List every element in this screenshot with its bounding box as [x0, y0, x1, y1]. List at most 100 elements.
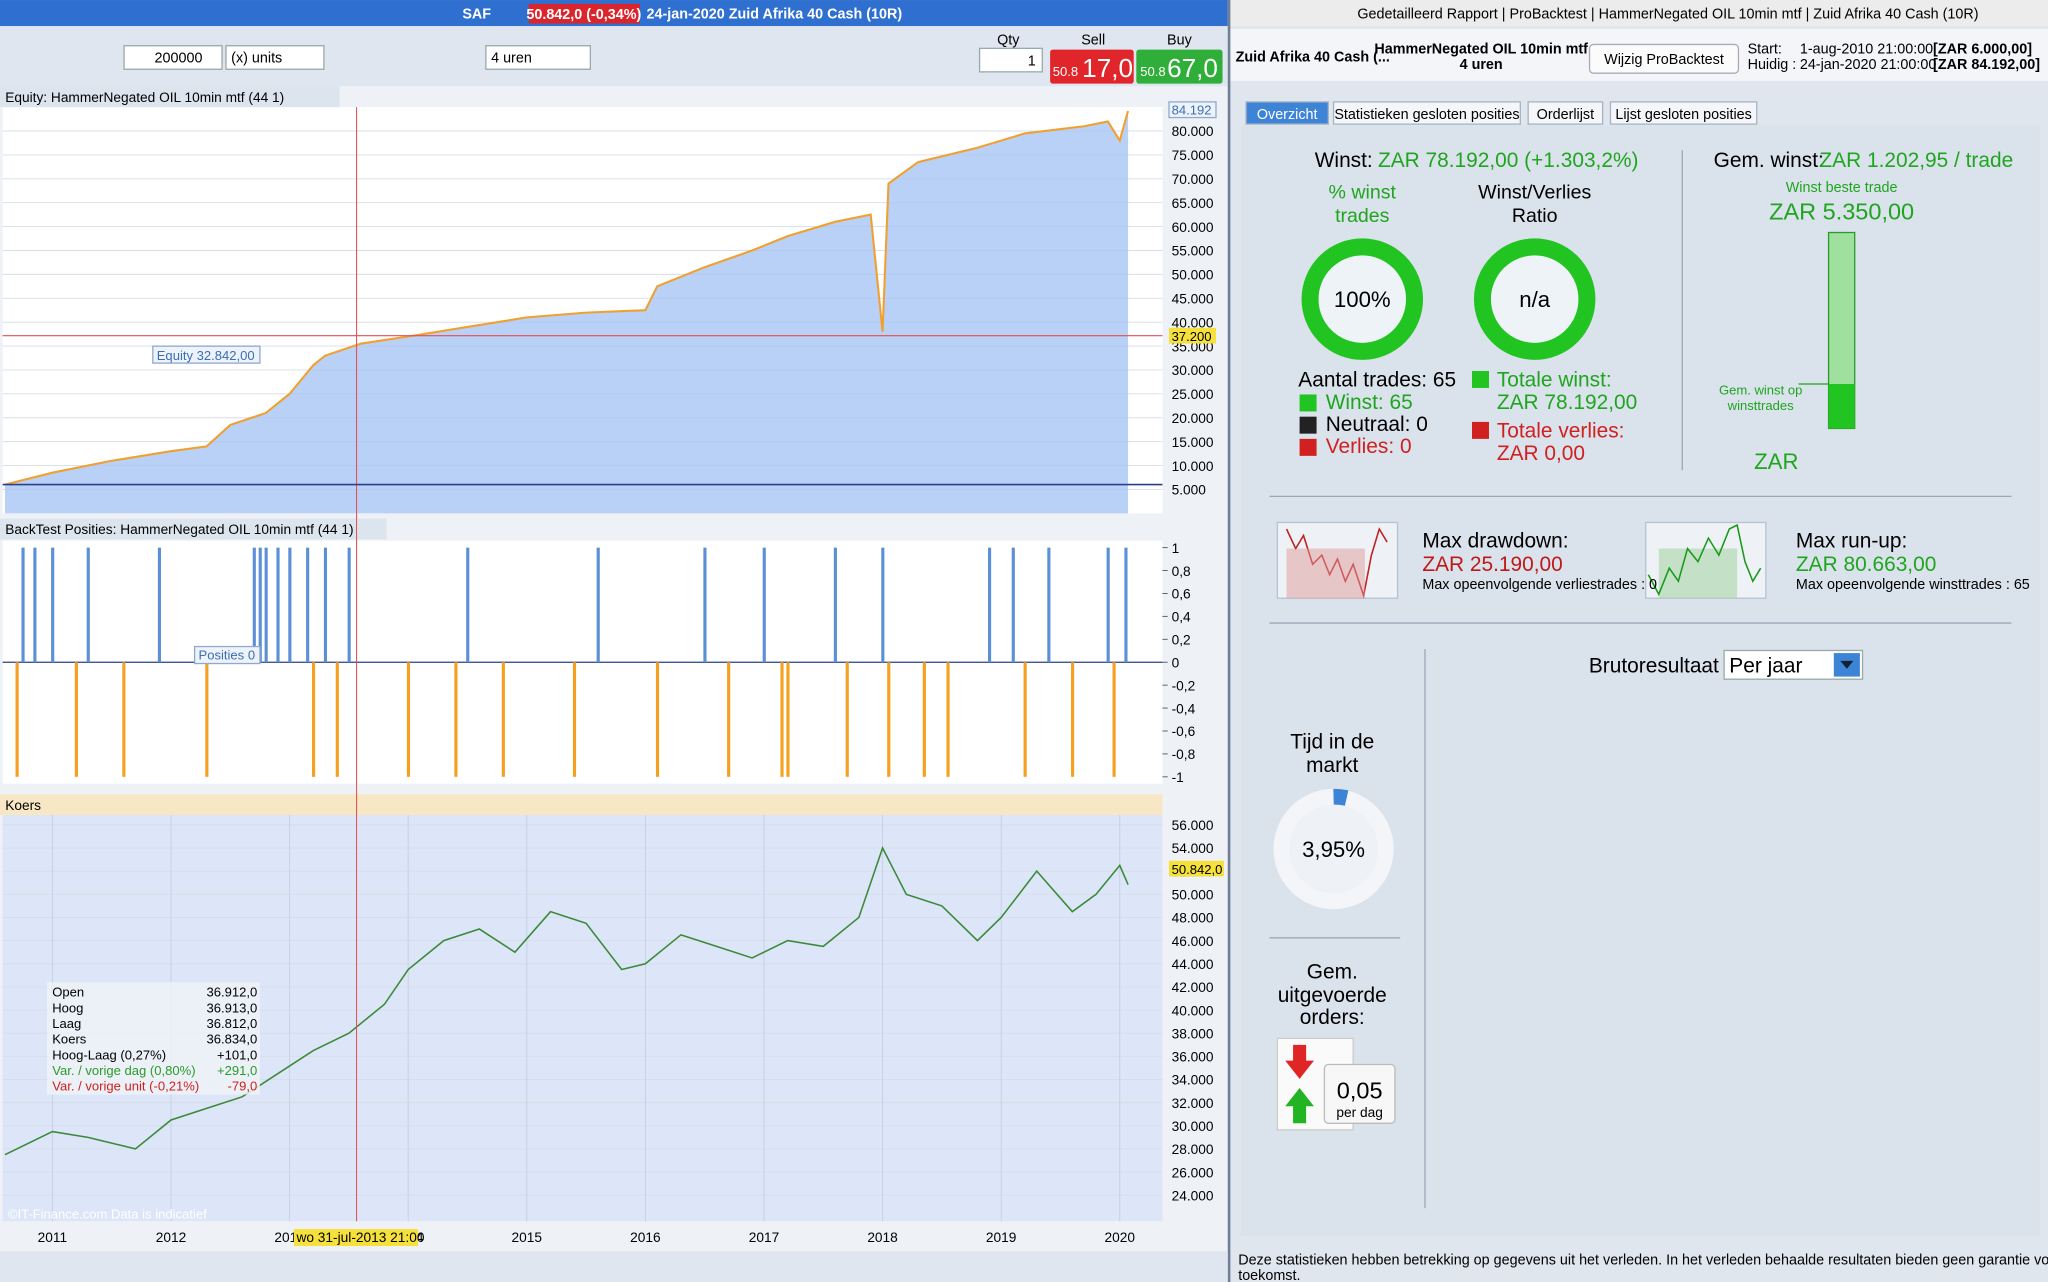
label[interactable]: 17,0: [1082, 53, 1133, 83]
position-bar: [1011, 547, 1015, 663]
y-tick-label: 54.000: [1172, 841, 1214, 856]
position-bar: [276, 547, 280, 663]
tab[interactable]: [1332, 101, 1521, 125]
tab-label[interactable]: Orderlijst: [1537, 107, 1594, 123]
x-tick-label: 2018: [867, 1230, 898, 1245]
y-tick-label: 32.000: [1172, 1096, 1214, 1111]
buy-button[interactable]: [1136, 49, 1223, 84]
label: Tijd in de: [1290, 730, 1374, 753]
position-bar: [51, 547, 55, 663]
label: SAF: [462, 6, 491, 22]
label[interactable]: 50.8: [1140, 64, 1165, 79]
label[interactable]: 1: [1028, 53, 1036, 69]
y-tick-label: 80.000: [1172, 124, 1214, 139]
label: Totale winst:: [1497, 369, 1612, 392]
tab-label[interactable]: Statistieken gesloten posities: [1334, 107, 1519, 123]
position-bar: [655, 662, 660, 777]
position-bar: [33, 547, 37, 663]
button[interactable]: [1588, 43, 1740, 74]
y-tick-label: 40.000: [1172, 315, 1214, 330]
y-tick-label: -0,2: [1172, 678, 1196, 693]
position-bar: [833, 547, 837, 663]
label: Max opeenvolgende verliestrades : 0: [1422, 577, 1657, 593]
y-tick-label: 30.000: [1172, 363, 1214, 378]
y-tick-label: 0,4: [1172, 610, 1191, 625]
tab[interactable]: [1527, 101, 1604, 125]
position-bar: [21, 547, 25, 663]
label[interactable]: 4 uren: [491, 51, 532, 67]
tab-label[interactable]: Lijst gesloten posities: [1615, 107, 1752, 123]
y-tick-label: 10.000: [1172, 459, 1214, 474]
label: Open: [52, 985, 84, 1000]
position-bar: [122, 662, 126, 777]
tab-label[interactable]: Overzicht: [1257, 107, 1318, 123]
label: ZAR 78.192,00: [1497, 391, 1637, 414]
y-tick-label: -0,8: [1172, 747, 1196, 762]
y-tick-label: 30.000: [1172, 1119, 1214, 1134]
sell-button[interactable]: [1050, 49, 1134, 84]
y-tick-label: 38.000: [1172, 1026, 1214, 1041]
label: Brutoresultaat: [1589, 655, 1719, 678]
input[interactable]: [123, 45, 223, 70]
label: Var. / vorige unit (-0,21%): [52, 1079, 199, 1094]
label[interactable]: Per jaar: [1729, 655, 1802, 678]
y-tick-label: 60.000: [1172, 220, 1214, 235]
position-bar: [762, 547, 766, 663]
label: uitgevoerde: [1278, 984, 1387, 1007]
label: Var. / vorige dag (0,80%): [52, 1063, 195, 1078]
y-tick-label: 20.000: [1172, 411, 1214, 426]
label: Buy: [1167, 32, 1193, 48]
up-arrow: [1285, 1088, 1314, 1124]
label: Aantal trades: 65: [1298, 369, 1456, 392]
y-tick-label: 75.000: [1172, 148, 1214, 163]
input[interactable]: [978, 47, 1043, 73]
panel-header: [0, 518, 387, 540]
panel-header: [0, 86, 340, 108]
label: ZAR 25.190,00: [1422, 553, 1562, 576]
label: Koers: [5, 798, 41, 813]
x-tick-label: 2015: [512, 1230, 543, 1245]
position-bar: [596, 547, 600, 663]
label[interactable]: 67,0: [1167, 53, 1218, 83]
y-tick-label: 55.000: [1172, 244, 1214, 259]
report-title-bar: [1230, 0, 2048, 27]
position-bar: [887, 662, 891, 777]
y-tick-label: 15.000: [1172, 435, 1214, 450]
label: Verlies: 0: [1326, 435, 1412, 458]
position-bar: [258, 547, 262, 663]
label: Totale verlies:: [1497, 420, 1625, 443]
label: wo 31-jul-2013 21:00: [295, 1230, 424, 1245]
label[interactable]: 50.8: [1053, 64, 1078, 79]
y-tick-label: 26.000: [1172, 1165, 1214, 1180]
label: 36.812,0: [207, 1016, 258, 1031]
dropdown[interactable]: [225, 45, 325, 70]
label: 37.200: [1172, 329, 1212, 344]
value-box: [1168, 860, 1224, 877]
label: Gem.: [1307, 960, 1358, 983]
label[interactable]: Wijzig ProBacktest: [1604, 52, 1724, 68]
label: 3,95%: [1302, 837, 1365, 862]
label: Deze statistieken hebben betrekking op g…: [1238, 1252, 2048, 1268]
position-bar: [703, 547, 707, 663]
tab[interactable]: [1245, 101, 1329, 125]
dropdown[interactable]: [485, 45, 592, 70]
position-bar: [922, 662, 926, 777]
y-tick-label: 36.000: [1172, 1050, 1214, 1065]
y-tick-label: 0,6: [1172, 587, 1191, 602]
label: Qty: [997, 32, 1020, 48]
tab[interactable]: [1609, 101, 1758, 125]
y-tick-label: 0: [1172, 655, 1180, 670]
position-bar: [1047, 547, 1051, 663]
legend-swatch: [1299, 416, 1317, 434]
label[interactable]: 200000: [155, 51, 203, 67]
position-bar: [406, 662, 411, 777]
label[interactable]: (x) units: [231, 51, 282, 67]
ring: [1473, 238, 1596, 360]
x-tick-label: 2020: [1105, 1230, 1136, 1245]
label: 36.912,0: [207, 985, 258, 1000]
legend-swatch: [1472, 421, 1489, 439]
x-tick-label: 2011: [38, 1230, 67, 1245]
y-tick-label: -0,6: [1172, 724, 1196, 739]
position-bar: [74, 662, 78, 777]
label: 24-jan-2020 21:00:00: [1800, 57, 1937, 73]
